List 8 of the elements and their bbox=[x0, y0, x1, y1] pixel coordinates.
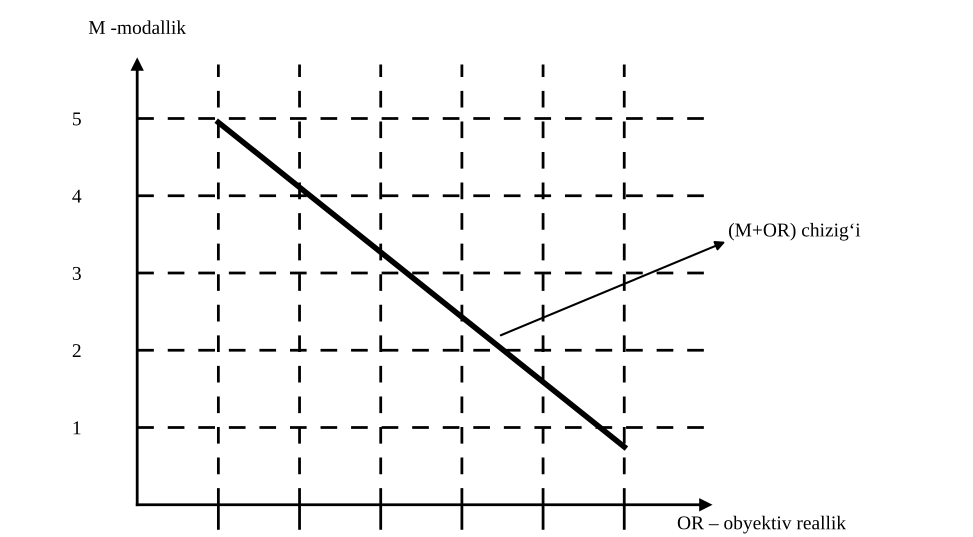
y-axis-title: M -modallik bbox=[88, 20, 186, 34]
y-tick-label: 2 bbox=[72, 344, 81, 358]
y-tick-label: 5 bbox=[73, 112, 81, 126]
x-axis-title: OR – obyektiv reallik bbox=[678, 516, 846, 534]
y-tick-label: 4 bbox=[72, 190, 82, 203]
text: (M+OR) chizig‘i bbox=[729, 222, 860, 241]
y-tick-label: 3 bbox=[72, 266, 81, 280]
y-tick-label: 1 bbox=[74, 421, 80, 434]
